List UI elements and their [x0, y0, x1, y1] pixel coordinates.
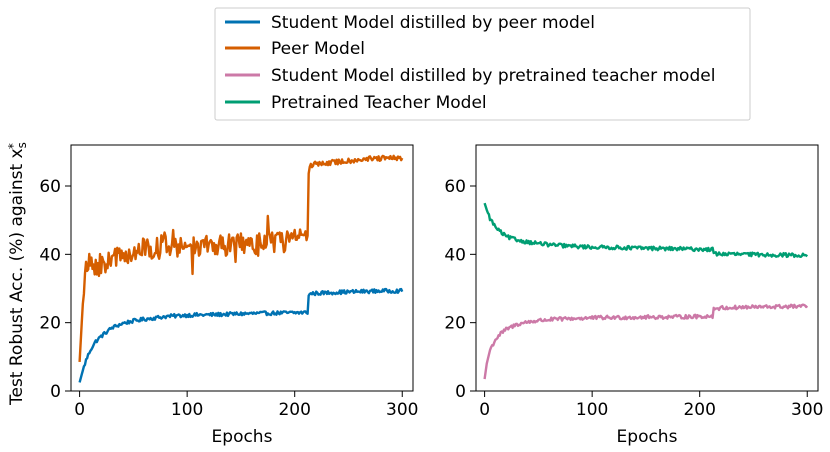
right-x-tick-label: 300 [791, 400, 823, 420]
series-line-student-model-distilled-by-peer-model [78, 287, 404, 383]
legend-label-student-peer: Student Model distilled by peer model [271, 13, 595, 33]
right-x-tick-label: 200 [683, 400, 715, 420]
left-plot-frame [70, 144, 414, 392]
y-axis-label-superscript: * [6, 143, 20, 149]
left-y-tick-label: 20 [39, 314, 61, 334]
right-x-axis-label: Epochs [617, 427, 678, 447]
left-panel: 0 20 40 60 0 100 200 300 Epochs [39, 144, 418, 447]
y-axis-label-subscript: s [15, 142, 29, 148]
right-y-tick-label: 60 [444, 177, 466, 197]
y-axis-label-main: Test Robust Acc. (%) against x [7, 148, 27, 406]
y-axis-label-text: Test Robust Acc. (%) against xs* [6, 142, 29, 406]
left-ticks: 0 20 40 60 0 100 200 300 [39, 177, 418, 420]
right-panel: 0 20 40 60 0 100 200 300 Epochs [444, 144, 823, 447]
legend-label-student-teacher: Student Model distilled by pretrained te… [271, 66, 715, 86]
left-y-tick-label: 60 [39, 177, 61, 197]
legend-label-teacher: Pretrained Teacher Model [271, 93, 487, 113]
left-x-tick-label: 200 [278, 400, 310, 420]
right-y-tick-label: 40 [444, 245, 466, 265]
left-x-axis-label: Epochs [212, 427, 273, 447]
series-line-peer-model [78, 154, 404, 363]
left-y-tick-label: 0 [50, 382, 61, 402]
right-lines [483, 202, 809, 380]
left-x-tick-label: 0 [74, 400, 85, 420]
right-plot-frame [475, 144, 819, 392]
left-y-tick-label: 40 [39, 245, 61, 265]
right-ticks: 0 20 40 60 0 100 200 300 [444, 177, 823, 420]
left-x-tick-label: 300 [386, 400, 418, 420]
y-axis-label: Test Robust Acc. (%) against xs* [6, 142, 29, 406]
legend-frame [214, 7, 751, 121]
series-line-pretrained-teacher-model [483, 202, 809, 259]
right-y-tick-label: 20 [444, 314, 466, 334]
right-x-tick-label: 100 [576, 400, 608, 420]
right-y-tick-label: 0 [455, 382, 466, 402]
legend: Student Model distilled by peer model Pe… [214, 7, 751, 121]
right-x-tick-label: 0 [479, 400, 490, 420]
series-line-student-model-distilled-by-pretrained-teacher-model [483, 303, 809, 380]
legend-label-peer: Peer Model [271, 39, 365, 59]
left-x-tick-label: 100 [171, 400, 203, 420]
left-lines [78, 154, 404, 383]
